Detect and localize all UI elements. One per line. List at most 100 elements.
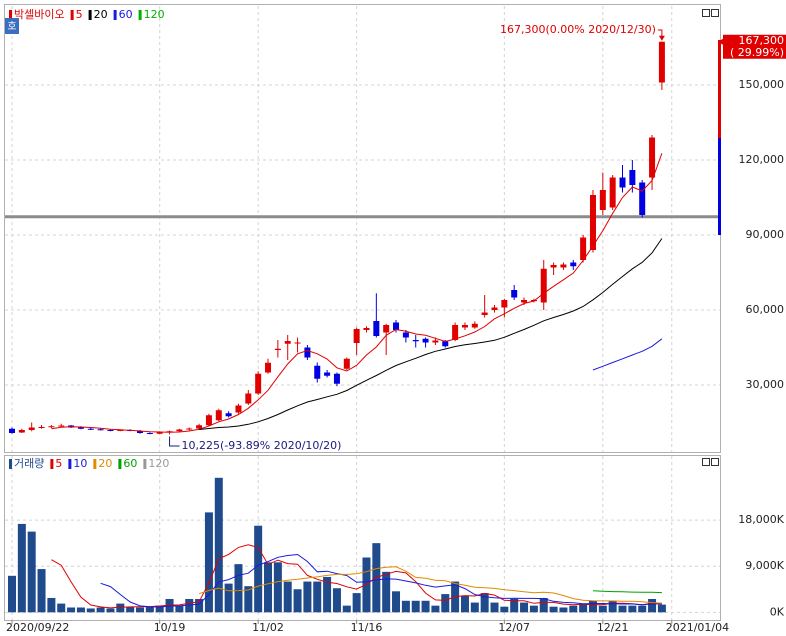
legend-label: 거래량 (14, 457, 44, 470)
candle-body (196, 425, 203, 429)
button[interactable] (711, 9, 719, 17)
volume-bar (175, 605, 184, 613)
candle-body (333, 373, 340, 384)
price-box-label: 167,300 (739, 34, 785, 47)
y-tick-label: 30,000 (746, 378, 785, 391)
candle-body (8, 428, 15, 433)
range-indicator (718, 138, 721, 235)
candle-body (511, 290, 518, 298)
legend-swatch (9, 459, 12, 469)
ma-line (592, 338, 663, 371)
volume-bar (224, 583, 233, 613)
candle-body (18, 430, 25, 433)
button[interactable] (711, 458, 719, 466)
volume-bar (155, 605, 164, 613)
candle-body (48, 426, 55, 428)
candle-body (137, 431, 144, 433)
candle-body (501, 300, 508, 308)
candle-body (461, 325, 468, 328)
candle-body (304, 347, 311, 358)
candle-body (540, 268, 547, 303)
price-box-label: ( 29.99%) (730, 46, 784, 59)
candle-body (560, 264, 567, 268)
volume-bar (559, 607, 568, 613)
y-tick-label: 9,000K (745, 559, 784, 572)
ma-line (198, 566, 662, 604)
volume-bar (244, 586, 253, 613)
volume-bar (500, 606, 509, 613)
volume-bar (17, 523, 26, 613)
volume-bar (657, 604, 666, 613)
legend-label: 20 (94, 8, 108, 21)
candle-body (383, 325, 390, 333)
legend-swatch (138, 10, 142, 20)
legend-label: 20 (98, 457, 112, 470)
candle-body (38, 427, 45, 428)
candle-body (186, 428, 193, 430)
candle-body (28, 427, 35, 430)
volume-bar (86, 608, 95, 613)
volume-bar (313, 581, 322, 613)
volume-bar (106, 608, 115, 613)
legend-swatch (143, 459, 147, 469)
volume-bar (214, 477, 223, 613)
volume-bar (401, 600, 410, 613)
volume-bar (37, 569, 46, 613)
legend-swatch (9, 10, 12, 20)
volume-bar (283, 581, 292, 613)
volume-bar (382, 571, 391, 613)
legend-label: 5 (55, 457, 62, 470)
button[interactable] (702, 9, 710, 17)
legend-swatch (50, 459, 54, 469)
volume-bar (76, 607, 85, 613)
candle-body (87, 428, 94, 430)
legend-label: 60 (119, 8, 133, 21)
candle-body (609, 177, 616, 208)
legend-swatch (93, 459, 97, 469)
candle-body (402, 332, 409, 338)
volume-bar (273, 562, 282, 613)
y-tick-label: 120,000 (739, 153, 785, 166)
candle-body (639, 182, 646, 215)
candle-body (570, 262, 577, 267)
candle-body (294, 342, 301, 344)
candle-body (471, 323, 478, 328)
volume-bar (588, 600, 597, 613)
x-tick-label: 12/21 (597, 621, 629, 634)
volume-bar (529, 605, 538, 613)
candle-body (422, 338, 429, 343)
candle-body (245, 393, 252, 404)
x-tick-label: 11/16 (351, 621, 383, 634)
ma-line (100, 553, 662, 608)
y-tick-label: 18,000K (738, 513, 784, 526)
candle-body (521, 300, 528, 303)
volume-bar (431, 605, 440, 613)
y-tick-label: 90,000 (746, 228, 785, 241)
candle-body (373, 321, 380, 336)
min-label: 10,225(-93.89% 2020/10/20) (182, 439, 342, 452)
volume-bar (598, 605, 607, 613)
candle-body (107, 430, 114, 431)
candle-body (314, 365, 321, 379)
volume-bar (27, 531, 36, 613)
candle-body (363, 328, 370, 330)
price-layer: 30,000 60,000 90,000 120,000 150,000 167,300(… (5, 6, 786, 452)
volume-bar (539, 597, 548, 613)
legend-label: 10 (73, 457, 87, 470)
volume-bar (116, 603, 125, 613)
button[interactable] (702, 458, 710, 466)
badge-box (5, 18, 19, 34)
volume-bar (57, 603, 66, 613)
legend-swatch (70, 10, 74, 20)
candle-body (274, 348, 281, 350)
legend-label: 120 (148, 457, 169, 470)
volume-bar (579, 603, 588, 613)
candle-body (491, 307, 498, 310)
volume-bar (195, 598, 204, 613)
volume-layer: 0K 9,000K 18,000K 2020/09/22 10/19 11/02 11/16… (5, 456, 785, 634)
volume-bar (549, 606, 558, 613)
volume-bar (254, 525, 263, 613)
volume-bar (342, 605, 351, 613)
legend-swatch (68, 459, 72, 469)
